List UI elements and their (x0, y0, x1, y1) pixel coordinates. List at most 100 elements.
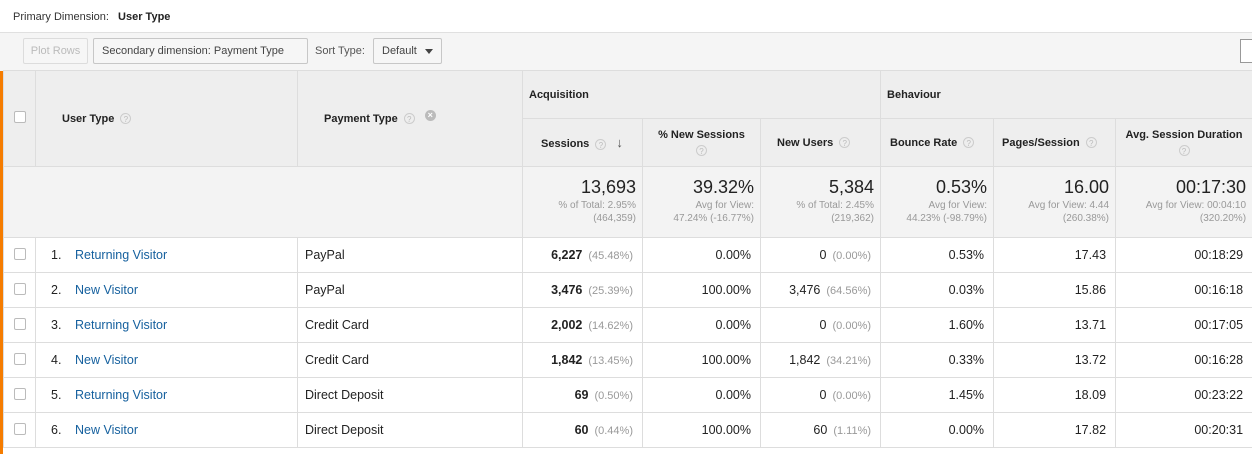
avg-session-duration-cell: 00:17:05 (1115, 307, 1252, 343)
total-pages-session-sub1: Avg for View: 4.44 (1028, 200, 1110, 211)
table-row: 4. New Visitor Credit Card 1,842 (13.45%) … (3, 342, 1252, 378)
user-type-header[interactable]: User Type? (35, 70, 298, 167)
sessions-value: 6,227 (551, 248, 583, 262)
table-row: 5. Returning Visitor Direct Deposit 69 (0.… (3, 377, 1252, 413)
user-type-link[interactable]: Returning Visitor (75, 388, 168, 402)
pages-session-cell: 18.09 (993, 377, 1117, 413)
secondary-dimension-label: Secondary dimension: Payment Type (102, 45, 285, 57)
row-checkbox[interactable] (13, 422, 26, 435)
select-all-checkbox[interactable] (13, 111, 26, 123)
user-type-link[interactable]: New Visitor (75, 283, 138, 297)
pages-session-cell: 13.72 (993, 342, 1117, 378)
table-row: 2. New Visitor PayPal 3,476 (25.39%) 100.0… (3, 272, 1252, 308)
new-users-cell: 0 (0.00%) (759, 237, 882, 273)
primary-dimension: Primary Dimension: User Type (13, 11, 170, 23)
pages-session-header-label: Pages/Session (1002, 136, 1080, 149)
total-bounce-rate-sub2: 44.23% (-98.79%) (906, 213, 988, 224)
pct-new-sessions-header-label: % New Sessions (658, 129, 745, 141)
total-sessions: 13,693 % of Total: 2.95% (464,359) (522, 166, 643, 238)
pct-new-sessions-cell: 0.00% (642, 307, 761, 343)
secondary-dimension-dropdown[interactable]: Secondary dimension: Payment Type (93, 38, 308, 78)
bounce-rate-cell: 1.45% (880, 377, 995, 413)
new-users-cell: 0 (0.00%) (759, 307, 882, 343)
help-icon[interactable]: ? (839, 137, 851, 149)
row-number: 6. (51, 423, 62, 437)
user-type-link[interactable]: New Visitor (75, 353, 138, 367)
row-select-cell (3, 237, 36, 273)
new-users-value: 0 (819, 318, 827, 332)
row-number: 5. (51, 388, 62, 402)
table-row: 3. Returning Visitor Credit Card 2,002 (14… (3, 307, 1252, 343)
new-users-percent: (0.00%) (832, 250, 872, 262)
search-box[interactable] (1240, 39, 1252, 63)
row-checkbox[interactable] (13, 247, 26, 260)
user-type-link[interactable]: Returning Visitor (75, 318, 168, 332)
sessions-value: 2,002 (551, 318, 583, 332)
help-icon[interactable]: ? (120, 113, 132, 125)
user-type-link[interactable]: Returning Visitor (75, 248, 168, 262)
help-icon[interactable]: ? (1085, 137, 1097, 149)
new-users-header[interactable]: New Users? (759, 118, 882, 167)
sort-type-label: Sort Type: (315, 45, 365, 57)
total-new-users-sub2: (219,362) (831, 213, 875, 224)
plot-rows-button[interactable]: Plot Rows (23, 38, 88, 64)
total-pages-session: 16.00 Avg for View: 4.44 (260.38%) (993, 166, 1117, 238)
row-select-cell (3, 307, 36, 343)
avg-session-duration-header[interactable]: Avg. Session Duration? (1115, 118, 1252, 167)
sessions-percent: (13.45%) (588, 355, 633, 367)
user-type-link[interactable]: New Visitor (75, 423, 138, 437)
total-pct-new-sessions-sub1: Avg for View: (695, 200, 754, 211)
sessions-value: 69 (574, 388, 589, 402)
new-users-cell: 60 (1.11%) (759, 412, 882, 448)
total-sessions-sub2: (464,359) (593, 213, 636, 224)
sessions-value: 60 (574, 423, 589, 437)
payment-type-header[interactable]: Payment Type? × (297, 70, 523, 167)
pages-session-cell: 17.43 (993, 237, 1117, 273)
help-icon[interactable]: ? (1178, 145, 1190, 156)
row-number: 1. (51, 248, 62, 262)
sessions-header[interactable]: Sessions? ↓ (522, 118, 643, 167)
help-icon[interactable]: ? (403, 113, 415, 125)
sort-descending-icon[interactable]: ↓ (616, 135, 623, 150)
sort-type-dropdown[interactable]: Default (373, 38, 442, 64)
total-pct-new-sessions-value: 39.32% (692, 177, 754, 197)
total-pages-session-value: 16.00 (1063, 177, 1110, 197)
payment-type-cell: Direct Deposit (297, 412, 523, 448)
user-type-header-label: User Type (62, 112, 115, 125)
total-sessions-value: 13,693 (580, 177, 636, 197)
sessions-percent: (45.48%) (588, 250, 633, 262)
table-row: 6. New Visitor Direct Deposit 60 (0.44%) 1… (3, 412, 1252, 448)
totals-label-cell (3, 166, 523, 238)
pages-session-header[interactable]: Pages/Session? (993, 118, 1117, 167)
row-checkbox[interactable] (13, 317, 26, 330)
pct-new-sessions-cell: 100.00% (642, 412, 761, 448)
new-users-value: 0 (819, 388, 827, 402)
sessions-percent: (25.39%) (588, 285, 633, 297)
bounce-rate-cell: 0.03% (880, 272, 995, 308)
bounce-rate-header[interactable]: Bounce Rate? (880, 118, 995, 167)
avg-session-duration-cell: 00:16:18 (1115, 272, 1252, 308)
row-checkbox[interactable] (13, 352, 26, 365)
total-bounce-rate-sub1: Avg for View: (928, 200, 988, 211)
pct-new-sessions-header[interactable]: % New Sessions? (642, 118, 761, 167)
total-sessions-sub1: % of Total: 2.95% (558, 200, 636, 211)
new-users-value: 1,842 (789, 353, 821, 367)
user-type-cell: 4. New Visitor (35, 342, 298, 378)
acquisition-group-header: Acquisition (521, 70, 882, 119)
payment-type-cell: PayPal (297, 272, 523, 308)
primary-dimension-value[interactable]: User Type (118, 11, 171, 23)
help-icon[interactable]: ? (963, 137, 975, 149)
bounce-rate-cell: 0.33% (880, 342, 995, 378)
sessions-percent: (0.44%) (594, 425, 633, 437)
sessions-percent: (14.62%) (588, 320, 633, 332)
bounce-rate-cell: 0.00% (880, 412, 995, 448)
row-select-cell (3, 377, 36, 413)
help-icon[interactable]: ? (595, 138, 607, 150)
totals-row: 13,693 % of Total: 2.95% (464,359) 39.32… (3, 166, 1252, 238)
remove-dimension-icon[interactable]: × (424, 110, 436, 122)
row-checkbox[interactable] (13, 282, 26, 295)
help-icon[interactable]: ? (696, 145, 707, 156)
row-select-cell (3, 412, 36, 448)
row-checkbox[interactable] (13, 387, 26, 400)
new-users-percent: (1.11%) (833, 425, 872, 437)
